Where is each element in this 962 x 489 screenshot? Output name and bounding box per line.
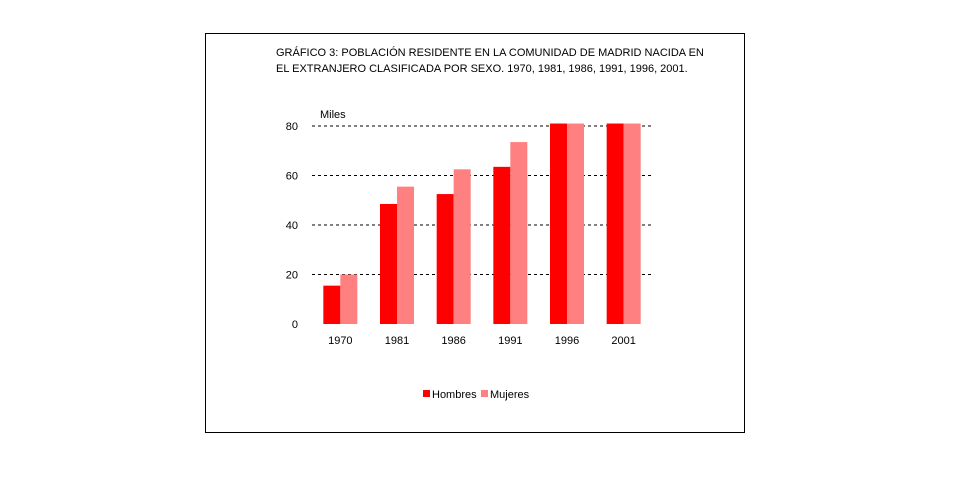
x-tick-label-1996: 1996: [555, 335, 579, 347]
bar-mujeres-1996: [567, 123, 584, 325]
chart-title: GRÁFICO 3: POBLACIÓN RESIDENTE EN LA COM…: [276, 45, 716, 77]
axes: 0 20 40 60 80 Miles 1970 1981 1986 1991 1996 2001: [286, 109, 636, 347]
legend: Hombres Mujeres: [423, 389, 530, 401]
bar-mujeres-1986: [453, 169, 471, 324]
legend-swatch-mujeres: [481, 390, 488, 397]
bar-hombres-1981: [380, 203, 397, 324]
y-tick-label-20: 20: [286, 270, 298, 282]
x-tick-label-1986: 1986: [441, 335, 465, 347]
bar-hombres-1991: [493, 166, 511, 324]
x-tick-label-1970: 1970: [328, 335, 352, 347]
bar-mujeres-1981: [397, 186, 414, 324]
bar-hombres-1996: [550, 123, 567, 325]
x-tick-label-2001: 2001: [611, 335, 635, 347]
chart-frame: GRÁFICO 3: POBLACIÓN RESIDENTE EN LA COM…: [205, 33, 745, 433]
legend-swatch-hombres: [423, 390, 430, 397]
x-tick-label-1991: 1991: [498, 335, 522, 347]
legend-label-hombres: Hombres: [432, 389, 477, 401]
bar-mujeres-2001: [623, 123, 641, 325]
chart-title-line-1: GRÁFICO 3: POBLACIÓN RESIDENTE EN LA COM…: [276, 47, 704, 59]
legend-label-mujeres: Mujeres: [490, 389, 530, 401]
y-tick-label-0: 0: [292, 319, 298, 331]
chart-plot: 0 20 40 60 80 Miles 1970 1981 1986 1991 1996 2001 H…: [286, 109, 652, 401]
bar-mujeres-1991: [510, 142, 528, 324]
bar-hombres-2001: [606, 123, 624, 325]
bar-mujeres-1970: [340, 274, 358, 324]
bar-hombres-1986: [436, 194, 454, 324]
y-tick-label-60: 60: [286, 171, 298, 183]
gridlines: [312, 125, 652, 275]
y-tick-label-80: 80: [286, 121, 298, 133]
x-tick-label-1981: 1981: [385, 335, 409, 347]
bar-hombres-1970: [323, 285, 341, 324]
unit-label: Miles: [320, 109, 346, 121]
bars: [323, 123, 641, 325]
y-tick-label-40: 40: [286, 220, 298, 232]
chart-title-line-2: EL EXTRANJERO CLASIFICADA POR SEXO. 1970…: [276, 63, 688, 75]
